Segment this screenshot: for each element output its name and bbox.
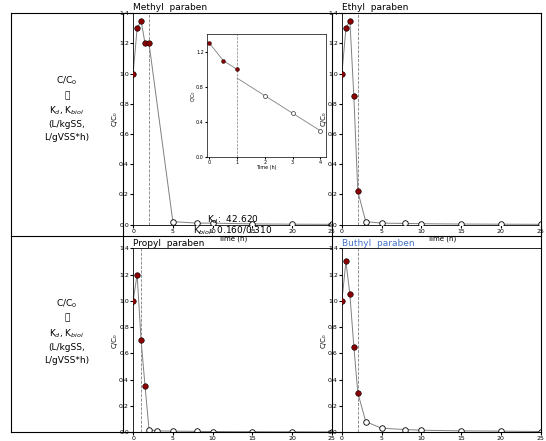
Point bbox=[328, 221, 336, 228]
Point bbox=[145, 426, 153, 433]
Point bbox=[145, 40, 153, 47]
Point bbox=[248, 220, 257, 228]
Y-axis label: C/C₀: C/C₀ bbox=[112, 333, 118, 348]
Point bbox=[136, 337, 145, 344]
Y-axis label: C/C₀: C/C₀ bbox=[321, 333, 327, 348]
Point bbox=[346, 17, 354, 24]
Point bbox=[353, 389, 362, 396]
Text: K$_{biol}$: 0.160/0.310: K$_{biol}$: 0.160/0.310 bbox=[193, 225, 272, 237]
Point bbox=[342, 25, 351, 32]
Point bbox=[129, 297, 138, 304]
Point bbox=[417, 220, 426, 227]
Point bbox=[129, 70, 138, 77]
Point bbox=[133, 25, 141, 32]
Point bbox=[337, 297, 346, 304]
Y-axis label: C/C₀: C/C₀ bbox=[321, 112, 327, 126]
Point bbox=[346, 291, 354, 298]
Point bbox=[377, 425, 386, 432]
Point bbox=[496, 428, 505, 435]
Text: Ethyl  paraben: Ethyl paraben bbox=[342, 4, 408, 12]
X-axis label: Time (h): Time (h) bbox=[426, 235, 456, 242]
Point bbox=[141, 40, 150, 47]
Point bbox=[536, 221, 545, 228]
Point bbox=[192, 220, 201, 227]
Point bbox=[141, 383, 150, 390]
Point bbox=[152, 427, 161, 434]
Point bbox=[136, 17, 145, 24]
Point bbox=[377, 220, 386, 227]
Point bbox=[208, 428, 217, 435]
Text: Methyl  paraben: Methyl paraben bbox=[133, 4, 207, 12]
Text: C/C$_0$
및
K$_d$, K$_{biol}$
(L/kgSS,
L/gVSS*h): C/C$_0$ 및 K$_d$, K$_{biol}$ (L/kgSS, L/g… bbox=[44, 75, 90, 142]
Point bbox=[496, 220, 505, 228]
Point bbox=[192, 428, 201, 435]
Point bbox=[208, 220, 217, 227]
X-axis label: Time (h): Time (h) bbox=[218, 235, 247, 242]
Point bbox=[133, 271, 141, 278]
Point bbox=[248, 428, 257, 435]
Point bbox=[349, 343, 358, 350]
Point bbox=[401, 220, 410, 227]
Point bbox=[288, 428, 296, 435]
Point bbox=[342, 258, 351, 265]
Y-axis label: C/C₀: C/C₀ bbox=[112, 112, 118, 126]
Text: K$_d$:  42.620: K$_d$: 42.620 bbox=[206, 213, 258, 226]
Point bbox=[361, 418, 370, 425]
Point bbox=[169, 428, 177, 435]
Point bbox=[456, 427, 465, 434]
Point bbox=[349, 93, 358, 100]
Text: Buthyl  paraben: Buthyl paraben bbox=[342, 239, 414, 247]
Point bbox=[417, 427, 426, 434]
Text: C/C$_0$
및
K$_d$, K$_{biol}$
(L/kgSS,
L/gVSS*h): C/C$_0$ 및 K$_d$, K$_{biol}$ (L/kgSS, L/g… bbox=[44, 298, 90, 365]
Point bbox=[401, 426, 410, 433]
Point bbox=[337, 70, 346, 77]
Point bbox=[456, 220, 465, 228]
Point bbox=[353, 188, 362, 195]
Point bbox=[288, 220, 296, 228]
Point bbox=[328, 428, 336, 435]
Point bbox=[536, 428, 545, 435]
Text: Propyl  paraben: Propyl paraben bbox=[133, 239, 205, 247]
Point bbox=[169, 218, 177, 225]
Point bbox=[361, 218, 370, 225]
